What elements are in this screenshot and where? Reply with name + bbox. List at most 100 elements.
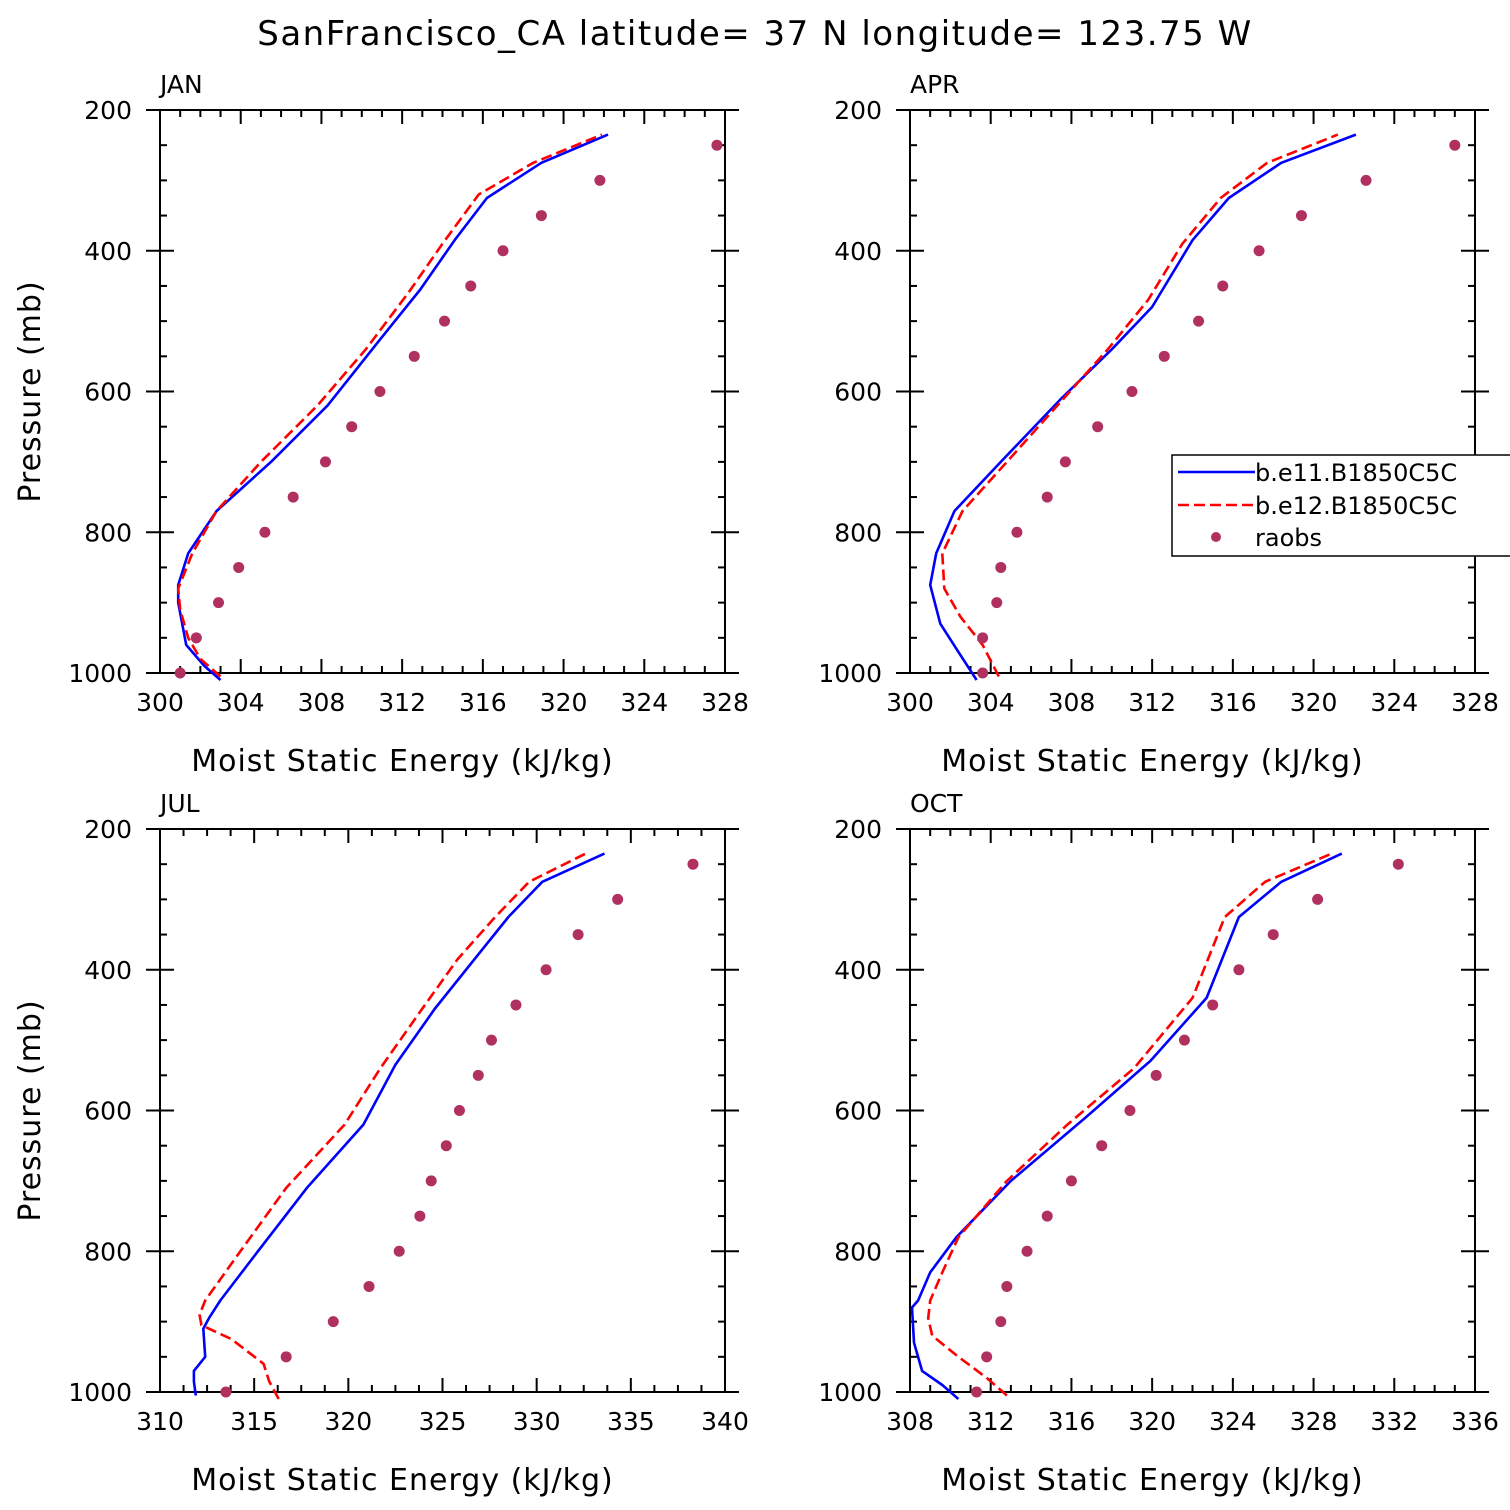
raobs-point xyxy=(220,1386,232,1398)
raobs-point xyxy=(1449,139,1461,151)
y-tick-label: 200 xyxy=(84,815,132,844)
raobs-point xyxy=(414,1210,426,1222)
raobs-point xyxy=(711,139,723,151)
raobs-point xyxy=(1150,1069,1162,1081)
series-raobs xyxy=(220,858,699,1398)
raobs-point xyxy=(485,1034,497,1046)
x-tick-label: 300 xyxy=(886,688,934,717)
y-tick-label: 600 xyxy=(84,378,132,407)
raobs-point xyxy=(594,174,606,186)
raobs-point xyxy=(1011,526,1023,538)
x-tick-label: 320 xyxy=(540,688,588,717)
raobs-point xyxy=(1295,210,1307,222)
raobs-point xyxy=(327,1316,339,1328)
raobs-point xyxy=(572,929,584,941)
raobs-point xyxy=(393,1245,405,1257)
series-line-b-e11 xyxy=(192,852,606,1396)
raobs-point xyxy=(1096,1140,1108,1152)
x-tick-label: 308 xyxy=(298,688,346,717)
raobs-point xyxy=(1253,245,1265,257)
x-tick-label: 308 xyxy=(1048,688,1096,717)
raobs-point xyxy=(174,667,186,679)
panel-apr: 300 304 308 312 316 320 324 328 200 400 600 800 1000… xyxy=(818,70,1498,779)
series-raobs xyxy=(174,139,723,679)
legend-marker-raobs xyxy=(1211,532,1221,542)
raobs-point xyxy=(1092,421,1104,433)
plot-frame xyxy=(909,828,1476,1393)
figure-title: SanFrancisco_CA latitude= 37 N longitude… xyxy=(257,14,1253,54)
panel-title: OCT xyxy=(910,789,963,818)
y-tick-label: 400 xyxy=(834,956,882,985)
y-tick-label: 1000 xyxy=(818,659,882,688)
x-axis-label: Moist Static Energy (kJ/kg) xyxy=(941,744,1364,779)
raobs-point xyxy=(374,386,386,397)
series-line-b-e12 xyxy=(926,852,1333,1397)
raobs-point xyxy=(287,491,299,503)
x-tick-label: 328 xyxy=(1451,688,1499,717)
x-tick-label: 328 xyxy=(701,688,749,717)
x-tick-label: 324 xyxy=(1370,688,1418,717)
raobs-point xyxy=(1217,280,1229,292)
raobs-point xyxy=(1267,929,1279,941)
x-tick-label: 315 xyxy=(230,1407,278,1436)
y-tick-label: 600 xyxy=(834,378,882,407)
series-line-b-e12 xyxy=(198,852,587,1400)
raobs-point xyxy=(977,632,989,644)
x-tick-label: 332 xyxy=(1370,1407,1418,1436)
x-tick-label: 335 xyxy=(607,1407,655,1436)
plot-frame xyxy=(159,109,726,674)
x-tick-label: 312 xyxy=(967,1407,1015,1436)
raobs-point xyxy=(497,245,509,257)
x-axis-label: Moist Static Energy (kJ/kg) xyxy=(191,1463,614,1498)
panel-title: JUL xyxy=(158,789,200,818)
panel-title: APR xyxy=(910,70,960,99)
legend-label-raobs: raobs xyxy=(1255,524,1322,552)
raobs-point xyxy=(1158,350,1170,362)
legend-label-model1: b.e11.B1850C5C xyxy=(1255,459,1457,487)
panels: 300 304 308 312 316 320 324 328 200 400 600 800 1000… xyxy=(13,70,1499,1498)
legend: b.e11.B1850C5C b.e12.B1850C5C raobs xyxy=(1171,454,1510,557)
raobs-point xyxy=(1065,1175,1077,1187)
raobs-point xyxy=(540,964,552,976)
raobs-point xyxy=(465,280,477,292)
x-tick-label: 308 xyxy=(886,1407,934,1436)
y-tick-label: 800 xyxy=(834,1237,882,1266)
raobs-point xyxy=(363,1280,375,1292)
raobs-point xyxy=(1041,1210,1053,1222)
y-tick-label: 200 xyxy=(834,815,882,844)
series-line-b-e11 xyxy=(176,133,609,681)
legend-label-model2: b.e12.B1850C5C xyxy=(1255,492,1457,520)
raobs-point xyxy=(425,1175,437,1187)
y-tick-label: 600 xyxy=(84,1097,132,1126)
x-tick-label: 316 xyxy=(1048,1407,1096,1436)
raobs-point xyxy=(346,421,358,433)
y-tick-label: 400 xyxy=(84,956,132,985)
x-tick-label: 304 xyxy=(967,688,1015,717)
raobs-point xyxy=(1233,964,1245,976)
raobs-point xyxy=(981,1351,993,1363)
raobs-point xyxy=(977,667,989,679)
x-tick-label: 336 xyxy=(1451,1407,1499,1436)
raobs-point xyxy=(1193,315,1205,327)
x-tick-label: 320 xyxy=(324,1407,372,1436)
x-axis-label: Moist Static Energy (kJ/kg) xyxy=(191,744,614,779)
x-tick-label: 324 xyxy=(620,688,668,717)
series-raobs xyxy=(971,858,1404,1398)
series-line-b-e12 xyxy=(940,133,1339,678)
raobs-point xyxy=(472,1069,484,1081)
raobs-point xyxy=(1178,1034,1190,1046)
y-tick-label: 1000 xyxy=(818,1378,882,1407)
raobs-point xyxy=(687,858,699,870)
raobs-point xyxy=(991,597,1003,609)
x-tick-label: 340 xyxy=(701,1407,749,1436)
y-axis-label: Pressure (mb) xyxy=(13,280,48,502)
panel-jul: 310 315 320 325 330 335 340 200 400 600 800 1000 JUL… xyxy=(13,789,749,1498)
x-tick-label: 312 xyxy=(1128,688,1176,717)
raobs-point xyxy=(1126,386,1138,397)
raobs-point xyxy=(1312,893,1324,905)
series-raobs xyxy=(977,139,1461,679)
panel-title: JAN xyxy=(158,70,203,99)
y-tick-label: 400 xyxy=(834,237,882,266)
raobs-point xyxy=(408,350,420,362)
raobs-point xyxy=(1360,174,1372,186)
